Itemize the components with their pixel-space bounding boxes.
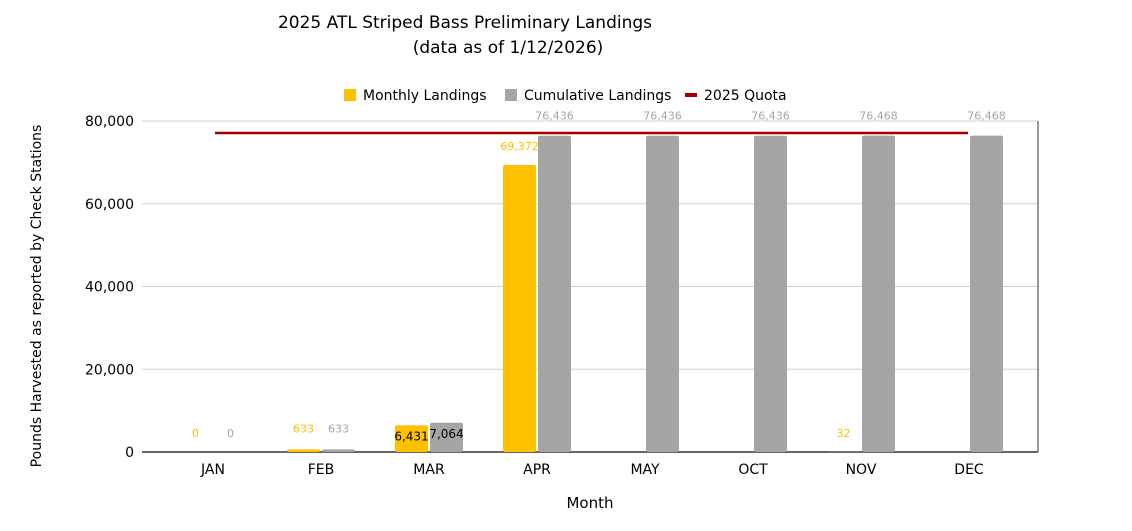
gridlines: 0 20,000 40,000 60,000 80,000 JAN FEB MAR APR MAY… <box>85 114 1039 478</box>
cumulative-data-label: 76,468 <box>967 110 1006 123</box>
monthly-data-label: 633 <box>293 422 314 435</box>
bars <box>215 131 1003 453</box>
cumulative-data-label: 633 <box>328 422 349 435</box>
chart-subtitle: (data as of 1/12/2026) <box>413 38 604 58</box>
x-tick-label: MAY <box>630 462 660 478</box>
monthly-bar <box>503 164 536 453</box>
legend-label: 2025 Quota <box>704 88 787 104</box>
legend: Monthly Landings Cumulative Landings 2025 … <box>344 88 787 104</box>
x-tick-label: DEC <box>954 462 984 478</box>
monthly-bar <box>395 425 428 452</box>
legend-swatch <box>344 89 356 101</box>
monthly-data-label: 0 <box>192 427 199 440</box>
x-axis-label: Month <box>566 494 613 512</box>
monthly-data-label: 32 <box>837 427 851 440</box>
cumulative-data-label: 76,436 <box>751 110 790 123</box>
x-tick-label: FEB <box>308 462 335 478</box>
cumulative-data-label: 0 <box>227 427 234 440</box>
cumulative-bar <box>322 449 355 452</box>
cumulative-data-label: 76,436 <box>643 110 682 123</box>
cumulative-bar <box>862 135 895 452</box>
y-tick-label: 20,000 <box>85 362 134 378</box>
y-axis-label: Pounds Harvested as reported by Check St… <box>29 125 45 468</box>
cumulative-data-label: 76,468 <box>859 110 898 123</box>
x-tick-label: MAR <box>413 462 445 478</box>
cumulative-bar <box>538 135 571 453</box>
legend-label: Monthly Landings <box>363 88 487 104</box>
x-tick-label: OCT <box>738 462 768 478</box>
y-tick-label: 0 <box>125 445 134 461</box>
cumulative-bar <box>754 135 787 453</box>
monthly-data-label: 69,372 <box>500 140 539 153</box>
y-tick-label: 60,000 <box>85 197 134 213</box>
cumulative-data-label: 7,064 <box>429 427 463 441</box>
cumulative-bar <box>970 135 1003 452</box>
cumulative-bar <box>646 135 679 453</box>
legend-label: Cumulative Landings <box>524 88 671 104</box>
x-tick-label: APR <box>523 462 551 478</box>
legend-swatch <box>505 89 517 101</box>
legend-swatch <box>685 93 697 97</box>
monthly-bar <box>287 449 320 452</box>
x-tick-label: NOV <box>846 462 877 478</box>
data-labels: 0 633 6,431 69,372 32 0 633 7,064 76,436 76,436 76… <box>192 110 1006 444</box>
cumulative-data-label: 76,436 <box>535 110 574 123</box>
cumulative-bar <box>430 422 463 452</box>
x-tick-label: JAN <box>200 462 225 478</box>
y-tick-label: 80,000 <box>85 114 134 130</box>
y-tick-label: 40,000 <box>85 280 134 296</box>
chart-title: 2025 ATL Striped Bass Preliminary Landin… <box>278 13 652 33</box>
monthly-data-label: 6,431 <box>394 429 428 443</box>
